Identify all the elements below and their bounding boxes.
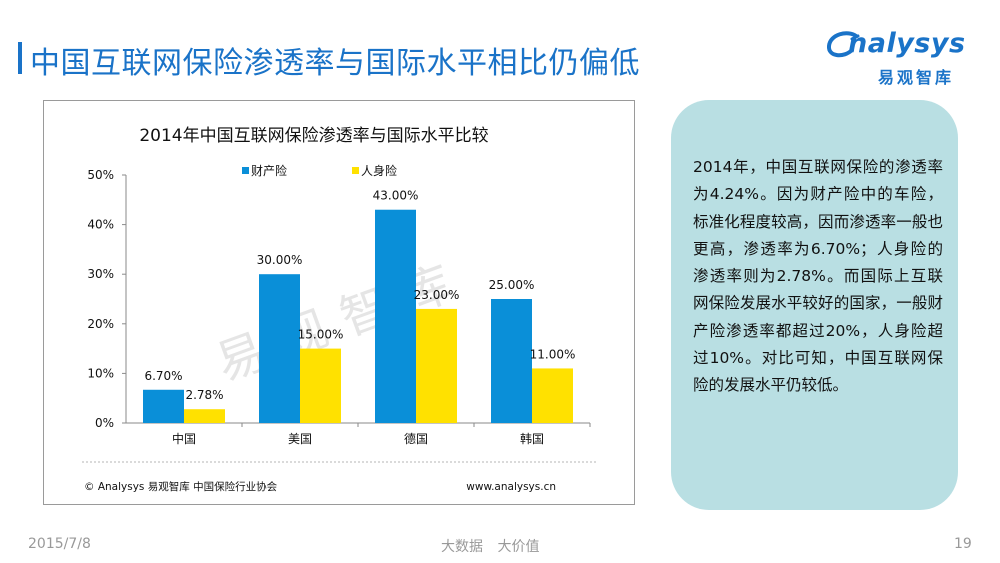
footer-slogan: 大数据 大价值 [441, 539, 540, 555]
chart-frame: 易观智库 2014年中国互联网保险渗透率与国际水平比较 财产险 人身险 0% 10%… [43, 100, 635, 505]
legend-swatch [242, 167, 249, 174]
data-label: 30.00% [257, 253, 303, 267]
bar [416, 308, 457, 423]
summary-note-text: 2014年，中国互联网保险的渗透率为4.24%。因为财产险中的车险，标准化程度较… [693, 158, 943, 395]
x-tick-label: 韩国 [520, 431, 544, 446]
logo-wordmark: nalysys [848, 28, 966, 59]
data-label: 25.00% [489, 278, 535, 292]
legend-label: 人身险 [361, 163, 397, 178]
footer-page-number: 19 [954, 536, 972, 552]
y-tick-label: 20% [87, 317, 114, 331]
bar-chart: 易观智库 2014年中国互联网保险渗透率与国际水平比较 财产险 人身险 0%10%… [82, 126, 596, 493]
summary-note-box: 2014年，中国互联网保险的渗透率为4.24%。因为财产险中的车险，标准化程度较… [671, 100, 958, 510]
bar [300, 348, 341, 423]
data-label: 11.00% [530, 347, 576, 361]
legend-label: 财产险 [251, 163, 287, 178]
y-tick-label: 30% [87, 267, 114, 281]
x-tick-label: 中国 [172, 431, 196, 446]
data-label: 43.00% [373, 189, 419, 203]
footer-date: 2015/7/8 [28, 536, 91, 552]
chart-source: © Analysys 易观智库 中国保险行业协会 [84, 480, 278, 493]
chart-legend: 财产险 人身险 [242, 163, 397, 178]
analysys-logo: nalysys 易观智库 [826, 28, 986, 88]
data-label: 23.00% [414, 288, 460, 302]
x-tick-label: 美国 [288, 432, 312, 446]
data-label: 6.70% [144, 369, 182, 383]
bar [532, 368, 573, 423]
logo-swoosh-icon [827, 31, 860, 58]
chart-title: 2014年中国互联网保险渗透率与国际水平比较 [139, 126, 488, 146]
logo-subtitle: 易观智库 [878, 68, 955, 87]
title-accent-bar [18, 42, 22, 74]
y-tick-label: 50% [87, 168, 114, 182]
x-tick-label: 德国 [404, 431, 428, 446]
legend-swatch [352, 167, 359, 174]
y-tick-label: 0% [95, 416, 114, 430]
y-tick-label: 40% [87, 218, 114, 232]
data-label: 2.78% [185, 388, 223, 402]
bar [375, 209, 416, 423]
data-label: 15.00% [298, 328, 344, 342]
bar [184, 409, 225, 423]
bar [491, 299, 532, 423]
chart-axes: 0% 10% 20% 30% 40% 50% 中国 美国 德国 韩国 [87, 168, 591, 446]
bar [143, 389, 184, 423]
bar [259, 274, 300, 423]
y-tick-label: 10% [87, 366, 114, 380]
chart-bars: 6.70%2.78% 30.00% 15.00% 43.00% 23.00% 25.00%… [143, 189, 575, 423]
page-title: 中国互联网保险渗透率与国际水平相比仍偏低 [30, 46, 640, 81]
chart-url: www.analysys.cn [466, 481, 556, 493]
